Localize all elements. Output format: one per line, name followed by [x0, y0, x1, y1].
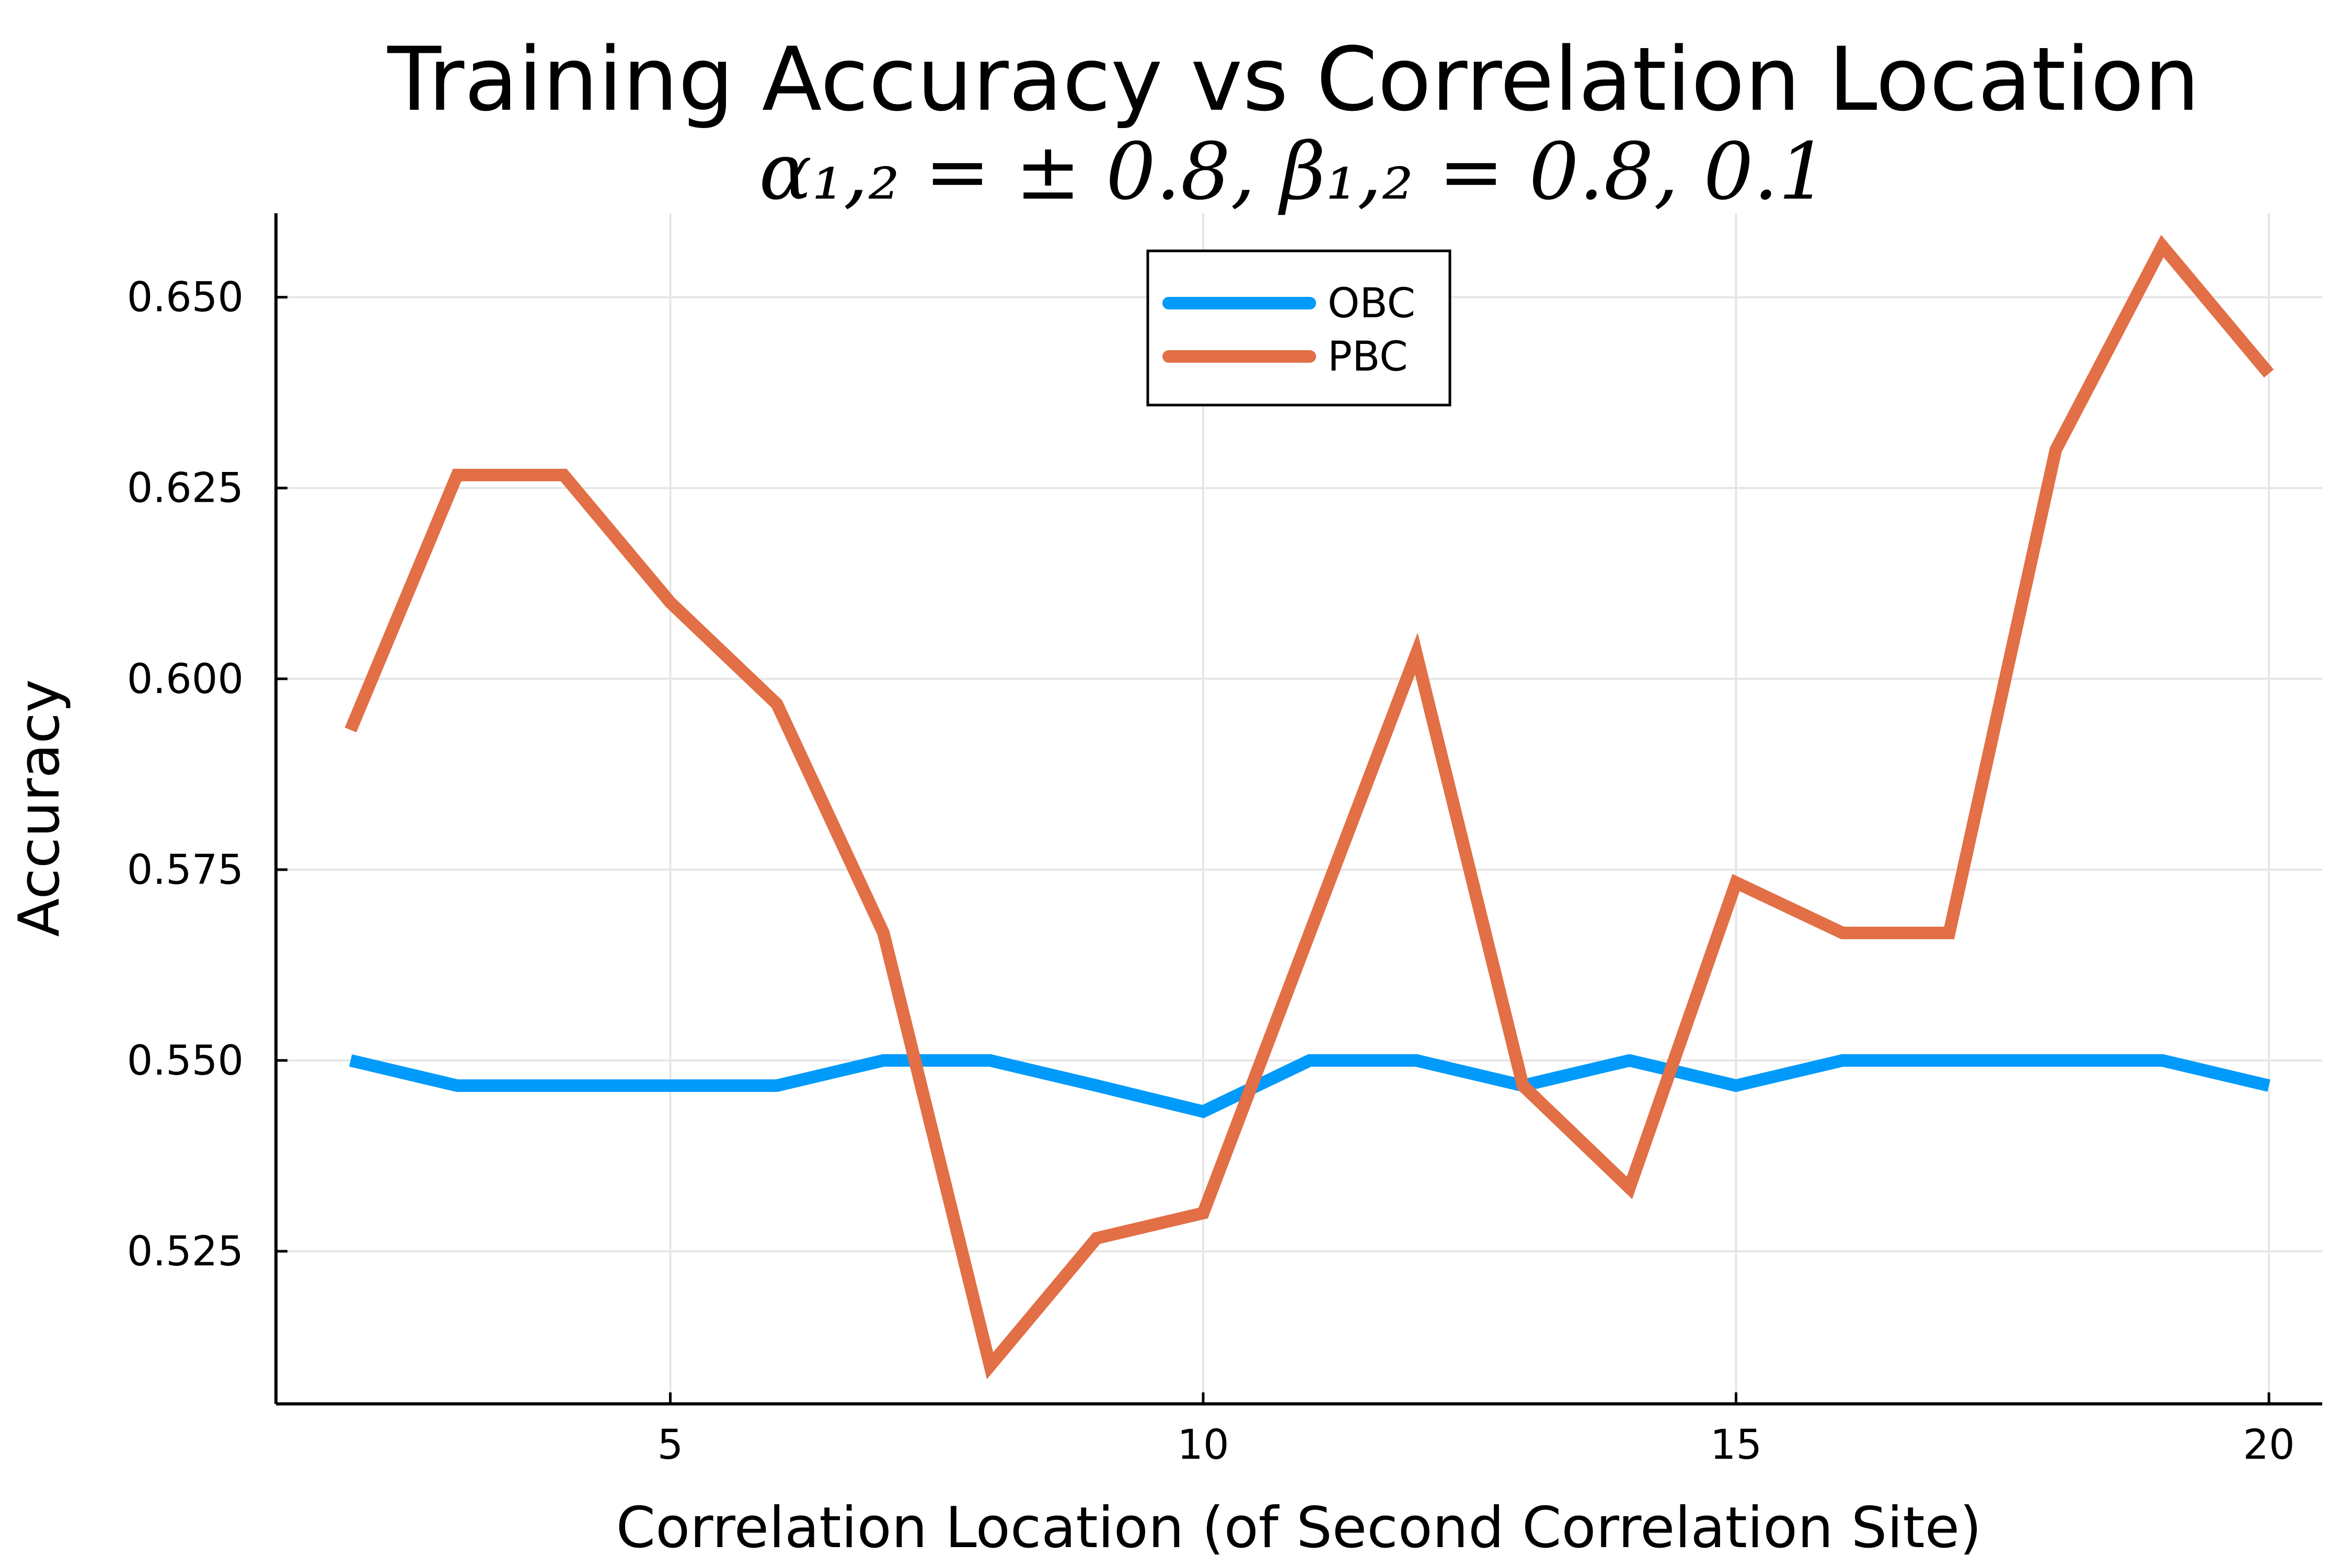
y-tick-label: 0.525: [127, 1228, 244, 1275]
y-axis-label: Accuracy: [7, 679, 72, 937]
x-tick-label: 20: [2243, 1422, 2295, 1469]
x-axis-label: Correlation Location (of Second Correlat…: [616, 1495, 1982, 1561]
legend-label-pbc: PBC: [1328, 333, 1408, 381]
axes: [274, 213, 2322, 1405]
y-tick-label: 0.625: [127, 465, 244, 512]
y-tick-label: 0.650: [127, 274, 244, 321]
legend: OBC PBC: [1146, 249, 1451, 407]
chart-title: Training Accuracy vs Correlation Locatio…: [387, 28, 2199, 131]
x-tick-label: 15: [1710, 1422, 1762, 1469]
x-tick-label: 10: [1177, 1422, 1229, 1469]
series-lines: [344, 235, 2274, 1379]
tick-labels: 5 10 15 20 0.525 0.550 0.575 0.600 0.625 0.650: [127, 274, 2295, 1469]
chart-subtitle: α₁,₂ = ± 0.8, β₁,₂ = 0.8, 0.1: [759, 126, 1828, 217]
series-line-obc: [349, 1054, 2270, 1119]
y-tick-label: 0.575: [127, 847, 244, 894]
x-tick-label: 5: [658, 1422, 684, 1469]
legend-box: [1146, 249, 1451, 407]
series-line-pbc: [344, 235, 2274, 1379]
y-tick-label: 0.550: [127, 1037, 244, 1085]
y-tick-label: 0.600: [127, 656, 244, 703]
legend-label-obc: OBC: [1328, 280, 1415, 327]
